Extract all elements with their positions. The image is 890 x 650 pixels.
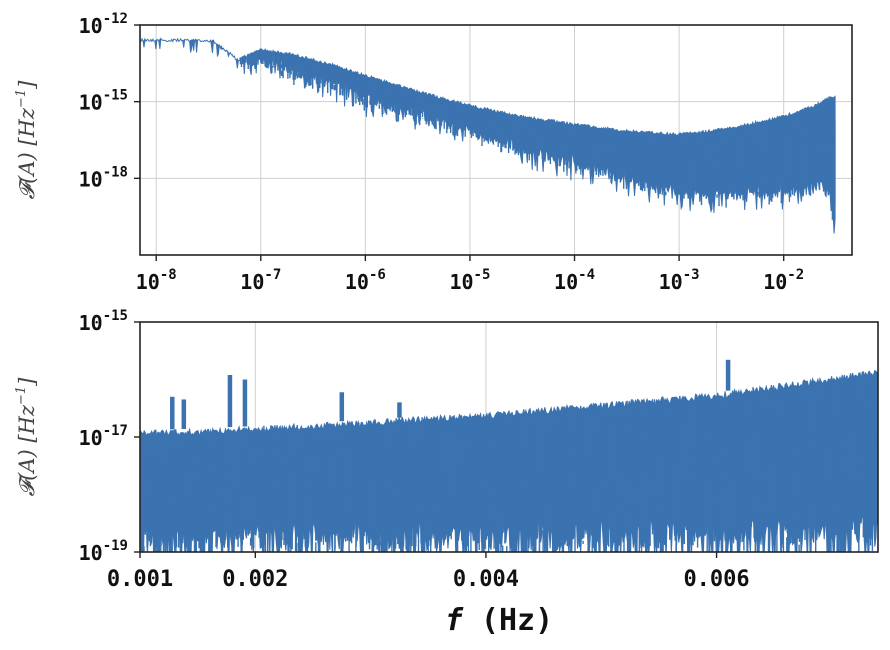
series-band	[140, 359, 878, 552]
y-tick-exp: -18	[103, 164, 128, 180]
x-tick-label: 0.004	[453, 567, 519, 592]
y-tick-exp: -15	[103, 308, 128, 324]
y-tick-base: 10	[79, 167, 103, 191]
y-axis-label-text: 𝓕(A) [Hz	[15, 404, 39, 496]
x-tick-exp: -8	[160, 267, 177, 283]
y-tick-base: 10	[79, 91, 103, 115]
y-axis-label: 𝓕(A) [Hz−1]	[14, 80, 39, 199]
x-tick-base: 10	[240, 270, 264, 294]
y-tick-label: 10-17	[79, 423, 128, 450]
y-tick-label: 10-15	[79, 88, 128, 115]
x-tick-exp: -7	[264, 267, 281, 283]
x-tick-label: 10-5	[449, 267, 490, 294]
x-tick-exp: -4	[578, 267, 595, 283]
x-tick-exp: -3	[683, 267, 700, 283]
x-tick-base: 10	[763, 270, 787, 294]
series-band	[140, 37, 836, 234]
y-tick-exp: -12	[103, 11, 128, 27]
x-tick-label: 10-3	[659, 267, 700, 294]
panel-1: 10-8 10-7 10-6 10-5 10-4 10-3 10-210-1210-1510…	[14, 11, 853, 294]
y-axis-label-exp: −1	[14, 386, 29, 405]
x-tick-base: 10	[345, 270, 369, 294]
x-tick-base: 10	[136, 270, 160, 294]
x-tick-label: 10-6	[345, 267, 386, 294]
x-axis-label: f (Hz)	[445, 603, 553, 638]
x-tick-label: 10-7	[240, 267, 281, 294]
y-tick-base: 10	[79, 311, 103, 335]
panel-2: 0.001 0.002 0.004 0.00610-1510-1710-19𝓕(A) …	[14, 308, 879, 638]
y-tick-exp: -19	[103, 538, 128, 554]
y-axis-label-text: 𝓕(A) [Hz	[15, 107, 39, 199]
y-axis-label: 𝓕(A) [Hz−1]	[14, 377, 39, 496]
x-axis-label-f: f	[445, 603, 464, 638]
x-tick-label: 10-8	[136, 267, 177, 294]
y-tick-base: 10	[79, 541, 103, 565]
x-tick-label: 0.001	[107, 567, 173, 592]
y-axis-label-close: ]	[15, 80, 39, 90]
x-tick-base: 10	[554, 270, 578, 294]
x-tick-exp: -6	[369, 267, 386, 283]
y-tick-exp: -15	[103, 88, 128, 104]
x-tick-label: 0.006	[683, 567, 749, 592]
x-tick-base: 10	[449, 270, 473, 294]
x-tick-label: 10-2	[763, 267, 804, 294]
series-noise	[239, 48, 836, 222]
x-axis-label-unit: (Hz)	[463, 603, 553, 638]
y-tick-label: 10-18	[79, 164, 128, 191]
y-tick-base: 10	[79, 14, 103, 38]
y-tick-exp: -17	[103, 423, 128, 439]
y-tick-label: 10-19	[79, 538, 128, 565]
x-tick-base: 10	[659, 270, 683, 294]
y-tick-base: 10	[79, 426, 103, 450]
y-axis-label-close: ]	[15, 377, 39, 387]
y-tick-label: 10-12	[79, 11, 128, 38]
x-tick-label: 0.002	[222, 567, 288, 592]
axes-frame	[139, 24, 853, 256]
x-tick-label: 10-4	[554, 267, 595, 294]
y-tick-label: 10-15	[79, 308, 128, 335]
x-tick-exp: -5	[474, 267, 491, 283]
series-noise	[140, 375, 878, 552]
y-axis-label-exp: −1	[14, 89, 29, 108]
x-tick-exp: -2	[787, 267, 804, 283]
